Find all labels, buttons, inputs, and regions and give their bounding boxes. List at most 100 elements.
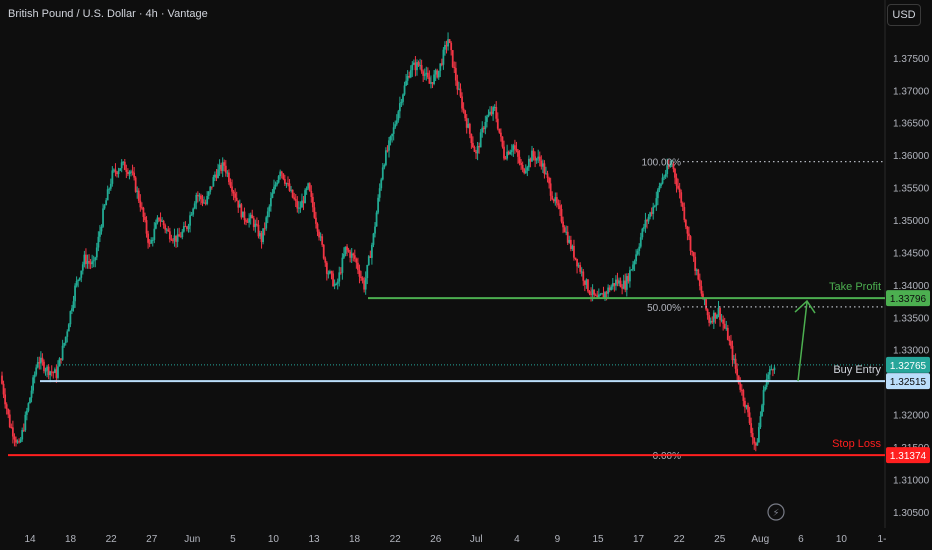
- candle-body: [321, 236, 324, 245]
- candle-body: [473, 147, 476, 152]
- candle-body: [240, 204, 243, 218]
- candle-body: [521, 164, 524, 169]
- candle-body: [83, 254, 86, 265]
- y-tick-label: 1.32000: [893, 411, 930, 422]
- candle-body: [74, 285, 76, 302]
- candle-body: [133, 172, 136, 178]
- candle-body: [322, 244, 325, 259]
- candle-body: [493, 107, 496, 109]
- candle-body: [596, 295, 599, 299]
- candle-body: [689, 236, 692, 251]
- candle-body: [282, 173, 285, 180]
- candle-body: [168, 231, 171, 240]
- candle-body: [18, 441, 20, 443]
- candle-body: [730, 341, 732, 346]
- candle-body: [490, 111, 493, 115]
- chart-title: British Pound / U.S. Dollar · 4h · Vanta…: [8, 8, 208, 20]
- candle-body: [311, 196, 314, 208]
- candle-body: [358, 270, 361, 277]
- candle-body: [487, 114, 490, 117]
- candle-body: [409, 70, 412, 78]
- candle-body: [125, 169, 128, 172]
- candle-body: [439, 63, 442, 71]
- candle-body: [613, 283, 616, 286]
- y-tick-label: 1.35000: [893, 216, 930, 227]
- candle-body: [49, 371, 52, 376]
- candle-body: [29, 397, 31, 404]
- candle-body: [315, 217, 317, 224]
- candle-body: [198, 195, 201, 197]
- candle-body: [546, 173, 549, 178]
- candle-body: [593, 289, 596, 295]
- candle-body: [686, 226, 689, 234]
- candle-body: [271, 193, 274, 198]
- candle-body: [660, 183, 662, 187]
- candle-body: [290, 189, 292, 191]
- candle-body: [21, 430, 24, 440]
- y-tick-label: 1.36500: [893, 119, 930, 130]
- candle-body: [196, 194, 199, 197]
- candle-body: [559, 205, 561, 210]
- candle-body: [175, 235, 177, 242]
- candle-body: [678, 188, 681, 193]
- candle-body: [658, 186, 661, 190]
- candle-body: [251, 214, 254, 219]
- candle-body: [61, 345, 64, 360]
- candle-body: [235, 197, 238, 201]
- candle-body: [384, 150, 387, 165]
- candle-body: [472, 143, 474, 148]
- candle-body: [283, 179, 286, 184]
- candle-body: [325, 262, 328, 274]
- candle-body: [142, 207, 145, 217]
- candle-body: [601, 293, 603, 295]
- candle-body: [57, 366, 59, 378]
- candle-body: [156, 217, 159, 223]
- candle-body: [675, 177, 678, 186]
- candle-body: [137, 190, 140, 201]
- candle-body: [274, 184, 277, 187]
- target-arrow-head: [794, 299, 816, 314]
- candle-body: [378, 188, 381, 198]
- candle-body: [147, 233, 149, 243]
- candle-body: [507, 151, 510, 155]
- x-tick-label: 1-: [878, 534, 887, 545]
- candle-body: [512, 145, 515, 151]
- candle-body: [276, 182, 278, 185]
- candle-body: [13, 436, 16, 440]
- currency-button[interactable]: USD: [887, 4, 921, 26]
- candle-body: [108, 188, 111, 190]
- candle-body: [720, 319, 723, 321]
- candle-body: [372, 233, 375, 245]
- candle-body: [719, 307, 721, 320]
- candle-body: [666, 165, 669, 174]
- candle-body: [363, 280, 366, 290]
- candle-body: [625, 276, 628, 290]
- candle-body: [448, 39, 451, 43]
- candle-body: [179, 236, 182, 238]
- candle-body: [336, 281, 339, 284]
- candle-body: [691, 250, 693, 253]
- candle-body: [756, 442, 759, 446]
- candle-body: [243, 211, 246, 221]
- candle-body: [248, 218, 251, 223]
- candle-body: [608, 287, 611, 291]
- candle-body: [714, 312, 717, 319]
- candle-body: [88, 261, 90, 263]
- x-tick-label: Jun: [184, 534, 200, 545]
- candle-body: [597, 294, 600, 299]
- candle-body: [594, 294, 597, 296]
- candle-body: [515, 148, 518, 151]
- candle-body: [80, 270, 83, 278]
- current-price-tag-label: 1.32765: [890, 361, 927, 372]
- candle-body: [709, 320, 712, 323]
- candle-body: [742, 390, 745, 401]
- candle-body: [123, 161, 126, 170]
- candle-body: [541, 163, 544, 167]
- candle-body: [209, 186, 212, 192]
- x-tick-label: 13: [308, 534, 320, 545]
- candle-body: [461, 96, 463, 109]
- candle-body: [52, 372, 55, 374]
- fib-level-label: 100.00%: [642, 158, 682, 169]
- candle-body: [475, 151, 477, 154]
